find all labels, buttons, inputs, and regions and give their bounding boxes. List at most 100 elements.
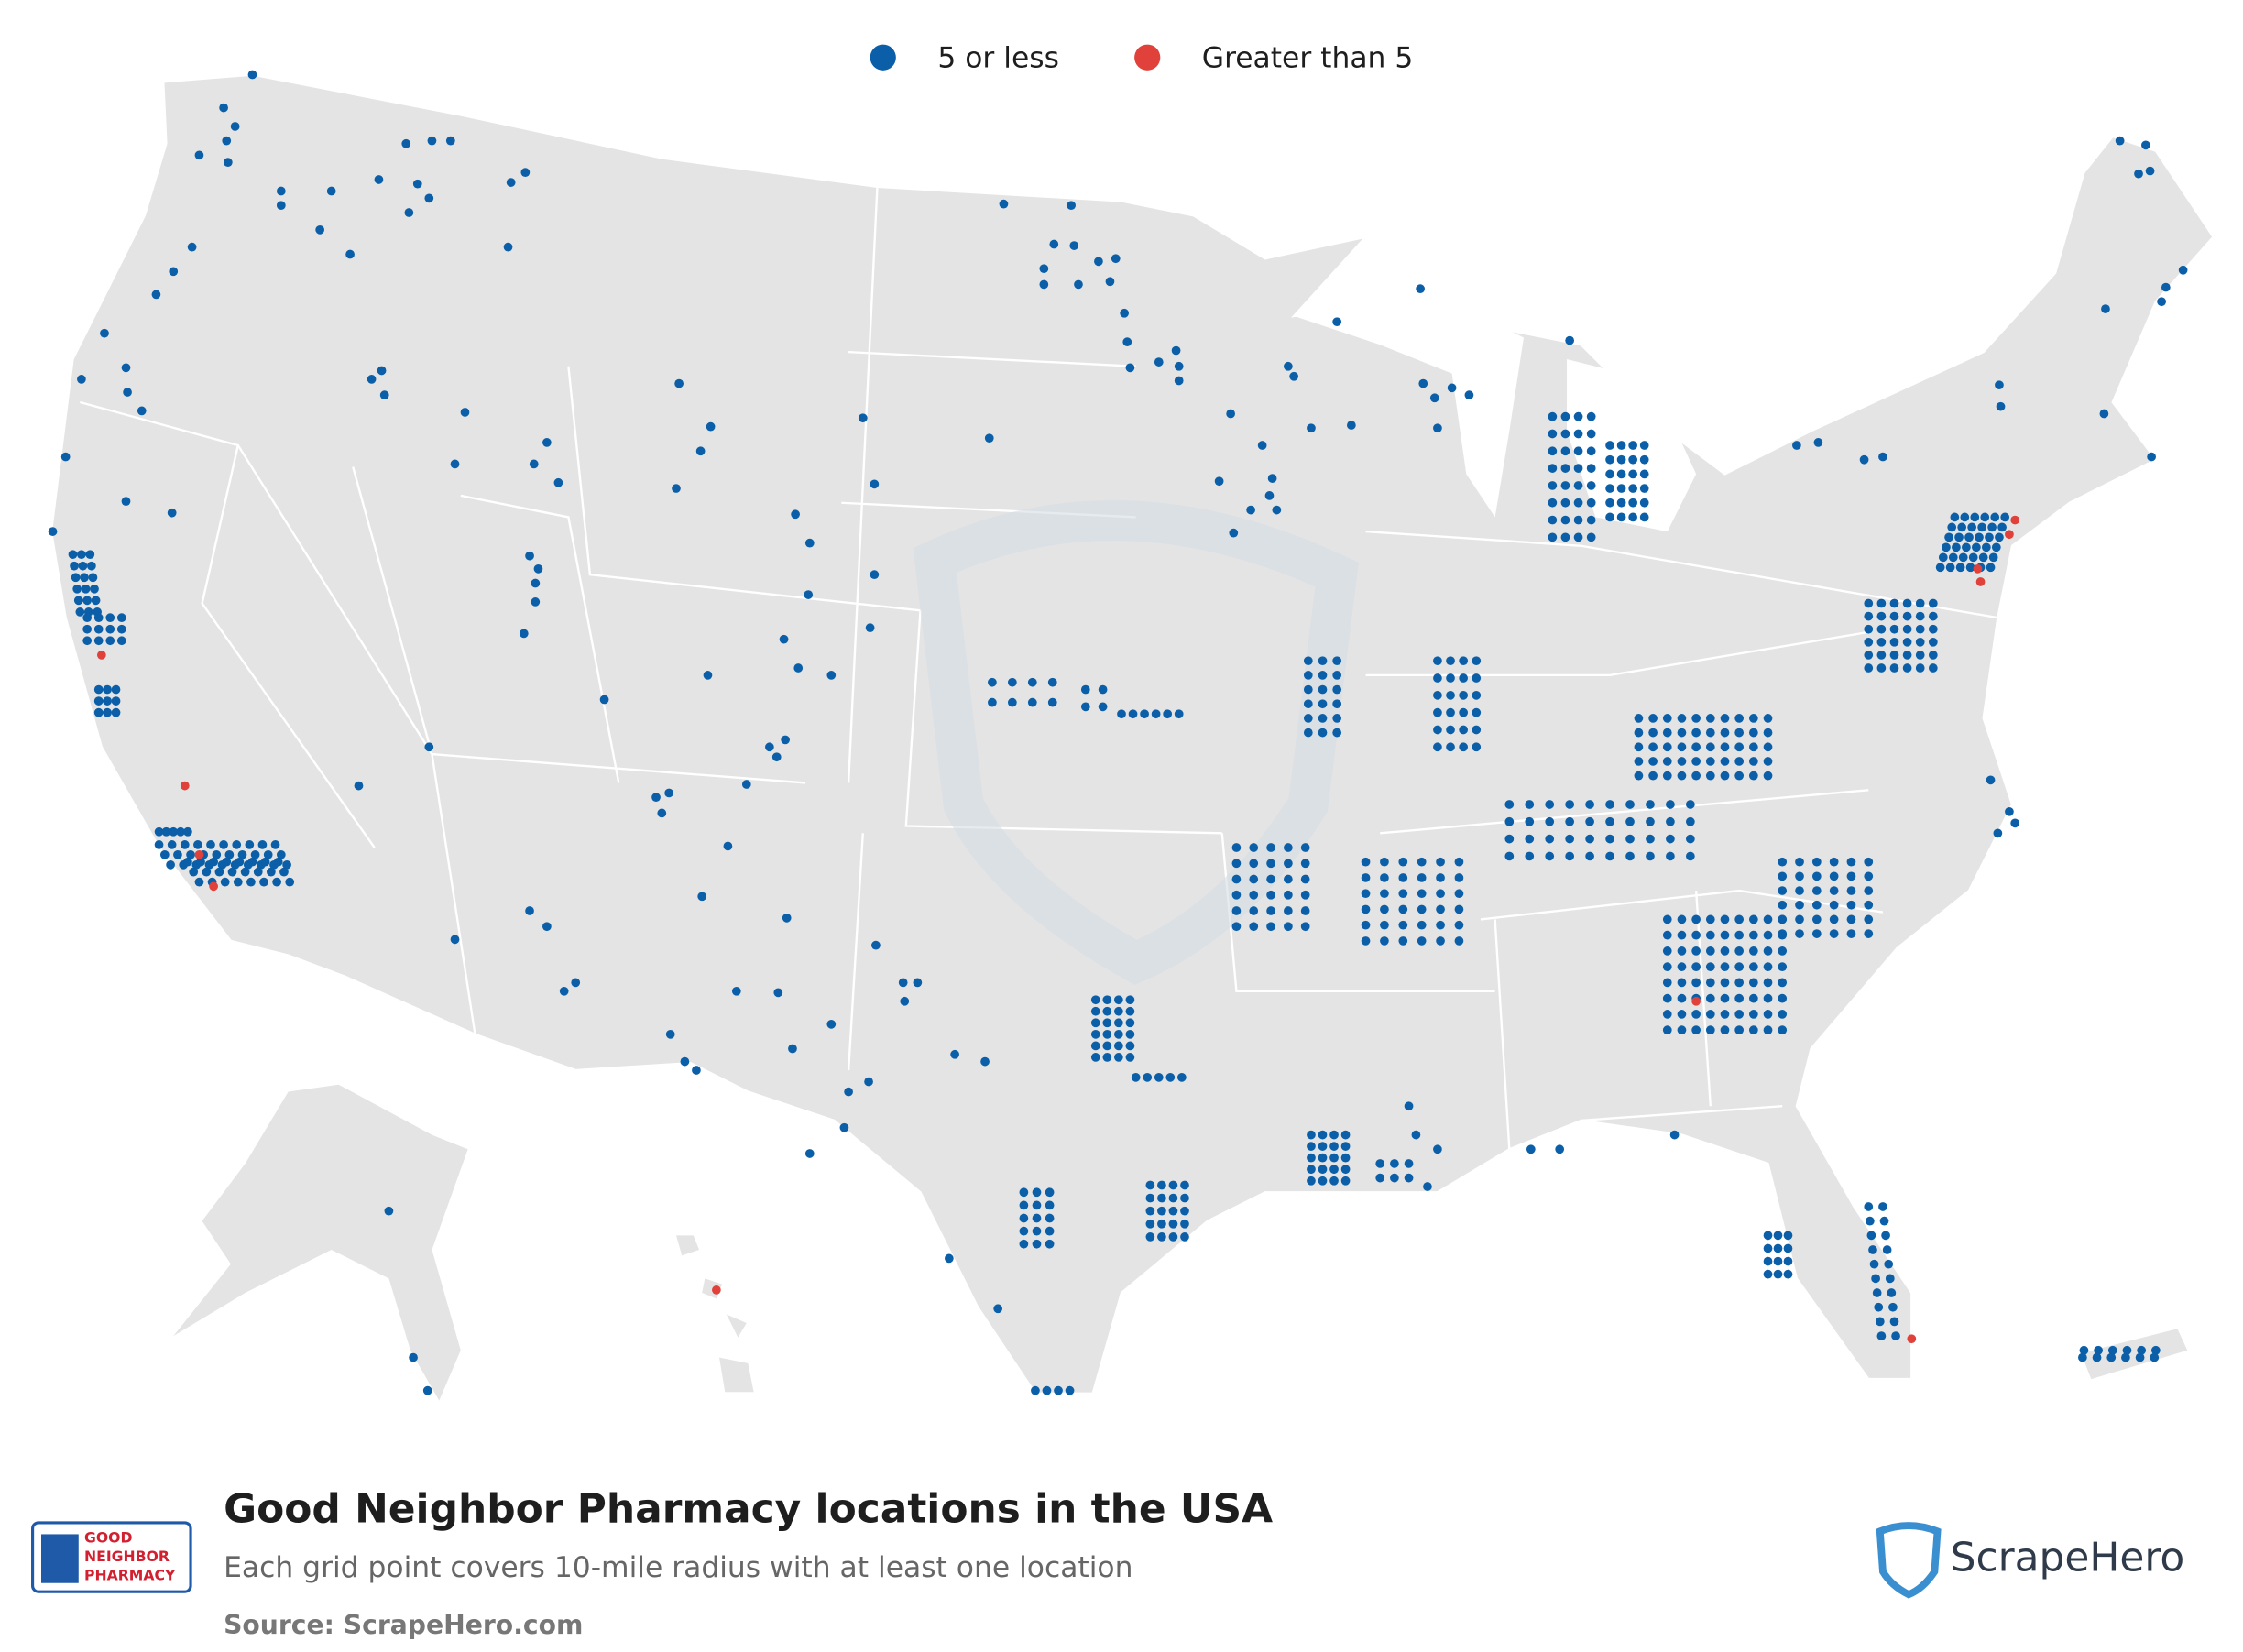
location-dot: [1318, 714, 1328, 723]
location-dot: [1300, 843, 1310, 852]
location-dot: [1094, 257, 1103, 267]
location-dot: [1436, 936, 1445, 946]
location-dot: [542, 922, 552, 932]
location-dot: [1915, 624, 1925, 634]
location-dot: [100, 328, 109, 338]
location-dot: [91, 596, 101, 606]
location-dot: [1975, 577, 1986, 586]
location-dot: [374, 175, 384, 184]
location-dot: [1154, 1073, 1164, 1082]
location-dot: [1720, 962, 1730, 972]
location-dot: [1945, 563, 1955, 573]
location-dot: [1398, 873, 1408, 882]
location-dot: [1864, 624, 1874, 634]
location-dot: [1284, 906, 1293, 915]
location-dot: [1705, 993, 1715, 1003]
location-dot: [1677, 946, 1687, 956]
location-dot: [1122, 337, 1132, 347]
location-dot: [247, 70, 257, 80]
location-dot: [1573, 411, 1583, 421]
location-dot: [1734, 978, 1745, 988]
location-dot: [1648, 757, 1658, 766]
location-dot: [1157, 1219, 1166, 1229]
location-dot: [1884, 1259, 1894, 1269]
location-dot: [263, 849, 273, 859]
location-dot: [773, 988, 783, 998]
location-dot: [1639, 454, 1649, 465]
location-dot: [1176, 1073, 1187, 1082]
location-dot: [1525, 816, 1535, 826]
location-dot: [898, 978, 908, 988]
location-dot: [1634, 771, 1644, 781]
location-dot: [1249, 843, 1259, 852]
location-dot: [1705, 728, 1715, 738]
location-dot: [1616, 454, 1626, 465]
location-dot: [1876, 598, 1887, 608]
location-dot: [90, 584, 99, 594]
location-dot: [1882, 1245, 1892, 1254]
location-dot: [1889, 637, 1899, 647]
location-dot: [2092, 1352, 2102, 1362]
location-dot: [1669, 1130, 1680, 1140]
location-dot: [1748, 1025, 1758, 1034]
location-dot: [553, 477, 563, 487]
location-dot: [1266, 890, 1275, 900]
location-dot: [276, 186, 286, 196]
location-dot: [1180, 1219, 1189, 1229]
location-dot: [1361, 904, 1371, 914]
location-dot: [1165, 1073, 1176, 1082]
location-dot: [1748, 771, 1758, 781]
location-dot: [1648, 728, 1658, 738]
location-dot: [1346, 421, 1356, 430]
location-dot: [2145, 166, 2155, 176]
location-dot: [1303, 699, 1313, 709]
location-dot: [450, 935, 460, 945]
location-dot: [1300, 874, 1310, 884]
location-dot: [1249, 906, 1259, 915]
location-dot: [285, 877, 295, 887]
location-dot: [1763, 946, 1773, 956]
location-dot: [1318, 656, 1328, 666]
location-dot: [235, 857, 245, 867]
location-dot: [1928, 611, 1938, 621]
location-dot: [1090, 995, 1100, 1005]
location-dot: [1829, 857, 1839, 867]
location-dot: [1168, 1232, 1178, 1242]
location-dot: [1980, 512, 1990, 522]
location-dot: [1662, 742, 1672, 752]
location-dot: [1229, 528, 1239, 538]
location-dot: [1180, 1206, 1189, 1216]
location-dot: [1648, 771, 1658, 781]
location-dot: [1605, 484, 1614, 493]
location-dot: [1958, 552, 1968, 563]
location-dot: [1748, 978, 1758, 988]
location-dot: [214, 867, 224, 877]
location-dot: [1404, 1173, 1414, 1183]
location-dot: [1361, 889, 1371, 899]
location-dot: [1734, 757, 1745, 766]
location-dot: [1705, 962, 1715, 972]
location-dot: [1734, 1025, 1745, 1034]
location-dot: [950, 1049, 959, 1059]
location-dot: [2099, 409, 2109, 419]
location-dot: [103, 696, 112, 706]
location-dot: [1284, 361, 1293, 371]
location-dot: [1154, 357, 1164, 367]
location-dot: [1705, 914, 1715, 924]
location-dot: [1977, 522, 1986, 532]
location-dot: [1734, 728, 1745, 738]
location-dot: [1504, 800, 1515, 809]
location-dot: [1318, 699, 1328, 709]
location-dot: [1991, 542, 2001, 552]
location-dot: [1380, 936, 1389, 946]
location-dot: [1074, 279, 1083, 290]
location-dot: [1114, 1006, 1123, 1016]
location-dot: [189, 867, 199, 877]
location-dot: [1865, 1216, 1875, 1226]
location-dot: [1773, 1256, 1783, 1266]
location-dot: [1734, 1010, 1745, 1019]
location-dot: [1045, 1187, 1055, 1198]
location-dot: [1628, 484, 1638, 493]
location-dot: [1720, 1025, 1730, 1034]
location-dot: [1748, 930, 1758, 940]
